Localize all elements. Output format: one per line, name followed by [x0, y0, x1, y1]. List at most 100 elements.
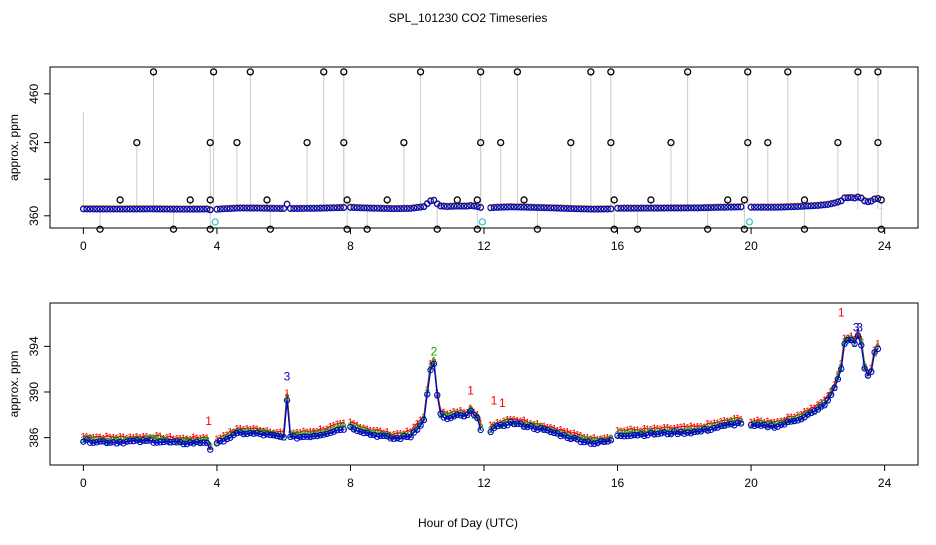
- top-series-point: [370, 205, 378, 212]
- series-3-line: [350, 361, 482, 440]
- series-3-point: [310, 432, 317, 440]
- top-series-point: [106, 205, 114, 213]
- series-2-point: 2: [728, 418, 734, 429]
- x-tick-label: 0: [80, 239, 87, 253]
- top-series-point: [327, 204, 334, 212]
- series-3-point: [100, 438, 107, 445]
- series-1-line: [617, 417, 742, 432]
- x-axis-label: Hour of Day (UTC): [418, 516, 518, 530]
- top-series-point: [123, 205, 131, 213]
- series-2-point: 2: [515, 419, 521, 430]
- series-1-point: 1: [615, 426, 621, 437]
- series-3-point: [327, 429, 334, 437]
- series-2-point: 2: [374, 429, 380, 440]
- series-3-point: [140, 436, 147, 444]
- series-1-point: 1: [104, 432, 110, 443]
- top-series-point: [664, 204, 671, 212]
- series-1-point: 1: [278, 427, 284, 438]
- extreme-high-point: [587, 68, 595, 76]
- extreme-mid-point: [233, 138, 241, 147]
- top-series-3: [80, 193, 882, 214]
- data-label: 1: [467, 383, 474, 397]
- series-3-point: [440, 414, 448, 421]
- series-1-point: 1: [545, 423, 551, 434]
- series-2-point: 2: [87, 434, 93, 445]
- top-series-point: [413, 204, 421, 211]
- series-3-point: [774, 423, 781, 430]
- series-1-point: 1: [331, 421, 337, 432]
- top-series-point: [367, 205, 374, 212]
- series-1-point: 1: [621, 426, 627, 437]
- top-series-point: [804, 202, 812, 210]
- series-3-point: [430, 360, 438, 367]
- top-series-point: [607, 205, 615, 213]
- series-1-point: 1: [755, 416, 761, 427]
- series-3-point: [103, 439, 110, 447]
- series-3-point: [637, 431, 645, 438]
- series-3-point: [317, 432, 324, 439]
- data-label: 3: [284, 370, 291, 384]
- series-3-point: [163, 438, 171, 445]
- x-tick-label: 24: [878, 239, 892, 253]
- series-3-point: [547, 428, 554, 436]
- series-1-point: 1: [631, 426, 637, 437]
- series-2-point: 2: [812, 407, 818, 418]
- x-tick-label: 16: [611, 476, 625, 490]
- top-series-point: [213, 206, 221, 213]
- series-3-point: [507, 418, 514, 426]
- series-2-point: 2: [358, 425, 364, 436]
- series-3-point: [414, 426, 421, 433]
- top-series-point: [524, 204, 531, 211]
- top-series-point: [534, 204, 541, 212]
- series-1-point: 1: [117, 432, 123, 443]
- series-3-point: [307, 433, 314, 441]
- top-series-point: [263, 205, 271, 212]
- series-3-point: [377, 432, 384, 440]
- extreme-low-point: [740, 225, 749, 233]
- top-series-point: [243, 204, 251, 212]
- series-3-point: [434, 391, 441, 399]
- top-series-point: [253, 205, 261, 212]
- extreme-low-point: [363, 225, 371, 233]
- series-3-point: [160, 438, 167, 446]
- series-1-point: 1: [795, 411, 801, 422]
- top-series-point: [544, 204, 551, 212]
- extreme-near-point: [343, 196, 351, 204]
- series-1-point: 1: [655, 424, 661, 435]
- series-3-point: [524, 423, 531, 431]
- series-1-point: 1: [518, 416, 524, 427]
- series-1-point: 1: [588, 435, 594, 446]
- series-3-point: [203, 439, 211, 447]
- top-series-point: [727, 203, 735, 211]
- top-series-point: [380, 205, 388, 212]
- top-series-point: [754, 204, 762, 211]
- series-2-point: 2: [785, 417, 791, 428]
- series-3-point: [166, 438, 174, 446]
- series-1-point: 1: [241, 425, 247, 436]
- top-series-point: [100, 205, 107, 213]
- series-1-point: 1: [618, 426, 624, 437]
- series-1-point: 1: [565, 427, 571, 438]
- series-3-point: [510, 420, 518, 428]
- top-series-point: [737, 203, 745, 211]
- series-3-point: [333, 427, 341, 434]
- series-1-point: 1: [358, 423, 364, 434]
- series-2-point: 2: [258, 427, 264, 438]
- series-1-point: 1: [628, 425, 634, 436]
- series-3-point: [707, 426, 715, 433]
- top-series-point: [116, 205, 124, 213]
- series-3-point: [704, 427, 711, 434]
- series-1-point: 1: [81, 432, 87, 443]
- series-3-point: [367, 431, 374, 438]
- series-3-point: [694, 428, 701, 435]
- top-series-point: [674, 204, 681, 212]
- series-1-point: 1: [845, 333, 851, 344]
- extreme-low-point: [800, 225, 809, 233]
- top-series-point: [93, 205, 101, 213]
- top-series-point: [537, 204, 545, 212]
- top-series-point: [407, 205, 414, 212]
- extreme-mid-point: [874, 138, 882, 147]
- series-2-point: 2: [361, 426, 367, 437]
- series-1-point: 1: [708, 420, 714, 431]
